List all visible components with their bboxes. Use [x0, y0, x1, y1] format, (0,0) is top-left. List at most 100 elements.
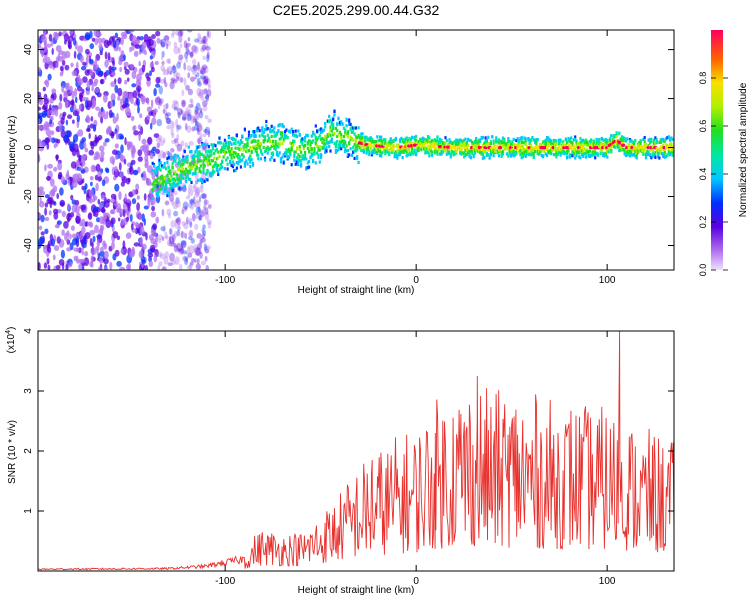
- noise-cell: [130, 223, 134, 231]
- spectrum-cell: [302, 137, 305, 142]
- spectrum-cell: [473, 144, 476, 148]
- noise-cell: [150, 211, 157, 218]
- spectrum-cell: [187, 177, 190, 181]
- spectrum-cell: [415, 138, 418, 142]
- noise-cell: [155, 148, 160, 154]
- spectrum-cell: [298, 155, 301, 159]
- noise-cell: [40, 231, 45, 236]
- spectrum-cell: [572, 152, 575, 156]
- spectrum-cell: [380, 154, 383, 158]
- spectrum-cell: [473, 139, 476, 144]
- noise-cell: [149, 244, 156, 252]
- spectrum-cell: [580, 152, 583, 156]
- noise-cell: [187, 49, 190, 55]
- spectrum-cell: [465, 145, 468, 150]
- noise-cell: [59, 71, 64, 77]
- spectrum-cell: [374, 142, 378, 146]
- spectrum-cell: [293, 150, 296, 154]
- spectrum-cell: [445, 147, 448, 151]
- noise-cell: [194, 74, 197, 80]
- spectrum-cell: [481, 152, 484, 156]
- spectrum-cell: [167, 155, 170, 160]
- spectrum-cell: [667, 147, 670, 151]
- noise-cell: [103, 250, 109, 259]
- spectrum-cell: [417, 146, 420, 150]
- spectrum-cell: [477, 143, 480, 147]
- noise-cell: [104, 138, 110, 143]
- spectrum-cell: [277, 142, 280, 146]
- noise-cell: [53, 245, 60, 251]
- spectrum-cell: [346, 154, 349, 158]
- noise-cell: [110, 93, 116, 102]
- noise-cell: [192, 58, 197, 66]
- spectrum-cell: [243, 164, 246, 168]
- noise-cell: [94, 58, 98, 67]
- spectrum-cell: [620, 137, 624, 142]
- spectrum-cell: [249, 160, 252, 164]
- spectrum-cell: [647, 152, 650, 157]
- noise-cell: [56, 220, 62, 225]
- spectrum-cell: [177, 154, 180, 158]
- noise-cell: [89, 43, 95, 50]
- spectrum-cell: [342, 142, 345, 146]
- spectrum-cell: [288, 150, 291, 154]
- spectrum-cell: [265, 119, 268, 124]
- spectrum-cell: [321, 128, 324, 132]
- spectrum-cell: [503, 137, 506, 141]
- spectrum-cell: [345, 149, 348, 153]
- spectrum-cell: [583, 151, 586, 156]
- noise-cell: [99, 224, 105, 232]
- noise-cell: [180, 240, 187, 249]
- spectrum-cell: [492, 154, 495, 158]
- spectrum-cell: [663, 151, 666, 155]
- spectrum-cell: [400, 147, 403, 151]
- spectrum-cell: [404, 148, 407, 152]
- spectrum-cell: [634, 149, 637, 154]
- spectrum-cell: [290, 148, 293, 152]
- spectrum-cell: [241, 140, 244, 145]
- spectrum-cell: [203, 155, 206, 159]
- spectrum-cell: [666, 153, 669, 157]
- spectrum-cell: [555, 142, 558, 146]
- spectrum-cell: [555, 139, 558, 143]
- spectrum-cell: [555, 151, 558, 155]
- noise-cell: [104, 51, 108, 60]
- spectrum-cell: [345, 118, 348, 122]
- noise-cell: [94, 87, 100, 94]
- spectrum-cell: [328, 132, 331, 136]
- noise-cell: [204, 211, 210, 221]
- spectrum-cell: [300, 150, 303, 154]
- spectrum-cell: [189, 166, 192, 170]
- spectrum-cell: [631, 140, 634, 144]
- noise-cell: [59, 199, 66, 207]
- spectrum-cell: [292, 143, 295, 147]
- spectrum-cell: [515, 151, 518, 155]
- spectrum-cell: [473, 148, 476, 152]
- spectrum-cell: [341, 122, 344, 126]
- spectrum-cell: [421, 143, 424, 147]
- spectrum-cell: [326, 133, 329, 137]
- spectrum-cell: [640, 148, 644, 152]
- noise-cell: [46, 257, 50, 265]
- noise-cell: [42, 244, 49, 249]
- spectrum-cell: [162, 179, 165, 183]
- spectrogram-heatmap: [38, 30, 674, 270]
- spectrum-cell: [394, 151, 398, 156]
- noise-cell: [94, 209, 99, 218]
- spectrum-cell: [548, 149, 551, 153]
- spectrum-cell: [308, 159, 311, 164]
- spectrum-cell: [435, 142, 438, 146]
- spectrum-cell: [237, 152, 240, 157]
- spectrum-cell: [517, 143, 521, 147]
- spectrum-cell: [349, 127, 352, 132]
- spectrum-cell: [353, 149, 356, 153]
- spectrum-cell: [471, 140, 474, 144]
- noise-cell: [199, 238, 203, 245]
- spectrum-cell: [567, 136, 570, 141]
- spectrum-cell: [575, 144, 578, 148]
- spectrum-cell: [238, 159, 241, 163]
- spectrum-cell: [592, 143, 595, 147]
- noise-cell: [146, 76, 151, 82]
- spectrum-cell: [543, 148, 546, 152]
- noise-cell: [180, 109, 183, 115]
